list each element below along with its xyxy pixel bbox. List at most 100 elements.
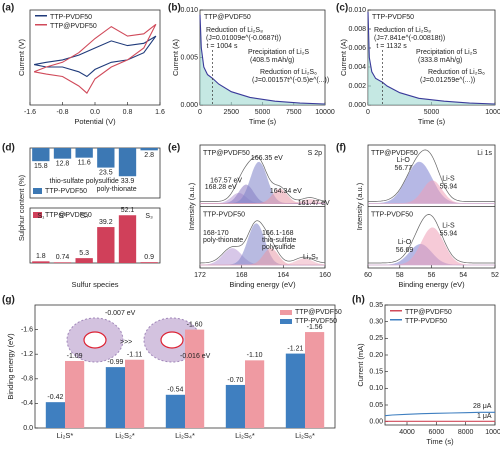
legend-label: TTP-PVDF50 [295,318,337,325]
x-tick-label: Li₂S* [57,431,74,440]
bar [53,262,72,263]
y-tick-label: 0.000 [180,102,198,109]
x-axis-label: Time (s) [426,437,454,446]
subplot-tag: S 2p [308,150,323,157]
bar [140,262,158,263]
bar [140,148,158,151]
annotation: (J=0.00157t^(-0.5)e^(...)) [252,77,329,84]
y-tick-label: 0.00 [369,419,383,426]
series-line [367,11,496,105]
subplot-frame [29,207,161,264]
annotation: >>> [120,339,132,346]
chart-title: TTP-PVDF50 [372,14,414,21]
bar [45,402,65,428]
x-tick-label: Li₂S₈* [295,431,315,440]
subplot-title: TTP-PVDF50 [203,211,245,218]
peak-component [368,180,495,204]
bar [65,360,85,428]
y-tick-label: 0.010 [180,7,198,14]
legend-label: TTP@PVDF50 [45,212,92,219]
y-tick-label: 0.006 [348,45,366,52]
annotation: (333.8 mAh/g) [418,57,462,64]
note: thio-sulfate [262,237,296,244]
panel-label: (h) [352,295,365,306]
peak-center: 56.69 [396,247,414,254]
peak-name: Li-S [442,176,455,183]
bar [245,360,265,428]
x-tick-label: 0 [366,109,370,116]
y-axis-label: Current (A) [339,38,348,76]
series-line [199,14,326,105]
x-axis-label: Time (s) [249,117,277,126]
value-label: 0.9 [144,254,154,261]
x-tick-label: 0.0 [90,109,100,116]
legend-swatch [33,212,42,218]
peak-center: 55.94 [440,230,458,237]
bar [225,384,245,428]
panel-label: (c) [336,3,348,14]
legend-swatch [33,188,42,194]
legend-label: TTP-PVDF50 [405,318,447,325]
subplot-title: TTP@PVDF50 [203,150,250,157]
bar [165,394,185,428]
note: polysulfide [262,244,295,251]
x-tick-label: 164 [277,272,289,279]
x-tick-label: 54 [459,272,467,279]
x-axis-label: Binding energy (eV) [229,280,296,289]
x-tick-label: 5000 [424,109,440,116]
x-tick-label: -1.6 [24,109,36,116]
annotation: Reduction of Li₂S₆ [428,69,485,76]
x-axis-label: Time (s) [418,117,446,126]
peak-center: 56.77 [395,165,413,172]
envelope [199,220,326,264]
panel-label: (b) [168,3,181,14]
x-tick-label: 4000 [399,429,415,436]
bar [185,329,205,428]
value-label: -1.60 [187,321,203,328]
x-tick-label: 10000 [485,109,500,116]
bar [118,148,137,177]
y-tick-label: -1.2 [21,351,33,358]
y-tick-label: -0.8 [21,376,33,383]
category-label: Sₙ [80,213,88,220]
annotation: -0.007 eV [105,310,136,317]
y-axis-label: Intensity (a.u.) [355,182,364,230]
value-label: -0.42 [47,394,63,401]
bar [75,258,93,263]
legend-swatch [390,319,402,321]
y-tick-label: 0.15 [369,369,383,376]
y-tick-label: 0.10 [369,385,383,392]
value-label: -0.99 [107,359,123,366]
peak-component [368,227,495,266]
legend-swatch [35,15,47,17]
panel-label: (d) [2,143,15,154]
panel-label: (a) [2,3,14,14]
envelope [200,156,326,202]
y-tick-label: 0.004 [348,64,366,71]
area-fill [368,11,495,105]
bar [285,353,305,428]
value-label: -1.21 [287,345,303,352]
panel-label: (e) [168,143,180,154]
x-axis-label: Potential (V) [74,117,116,126]
bar [105,367,125,428]
t-label: t = 1132 s [376,43,407,50]
envelope [368,214,495,264]
y-axis-label: Intensity (a.u.) [187,182,196,230]
peak-label: 161.47 eV [298,200,330,207]
annotation: (J=0.01259e^(...)) [420,77,475,84]
legend-swatch [280,319,292,324]
value-label: 15.8 [34,163,48,170]
x-tick-label: 160 [319,272,331,279]
x-tick-label: 168 [236,272,248,279]
value-label: -1.11 [127,352,143,359]
value-label: 33.9 [121,178,135,185]
annotation: Reduction of Li₂S₈ [374,27,431,34]
y-tick-label: 0.20 [369,352,383,359]
x-axis-label: Sulfur species [71,280,118,289]
y-tick-label: 0.000 [348,102,366,109]
x-tick-label: Li₂S₂* [115,431,135,440]
x-tick-label: 10000 [485,429,500,436]
peak-name: Li-O [398,239,412,246]
peak-label: 167.57 eV [210,178,242,185]
